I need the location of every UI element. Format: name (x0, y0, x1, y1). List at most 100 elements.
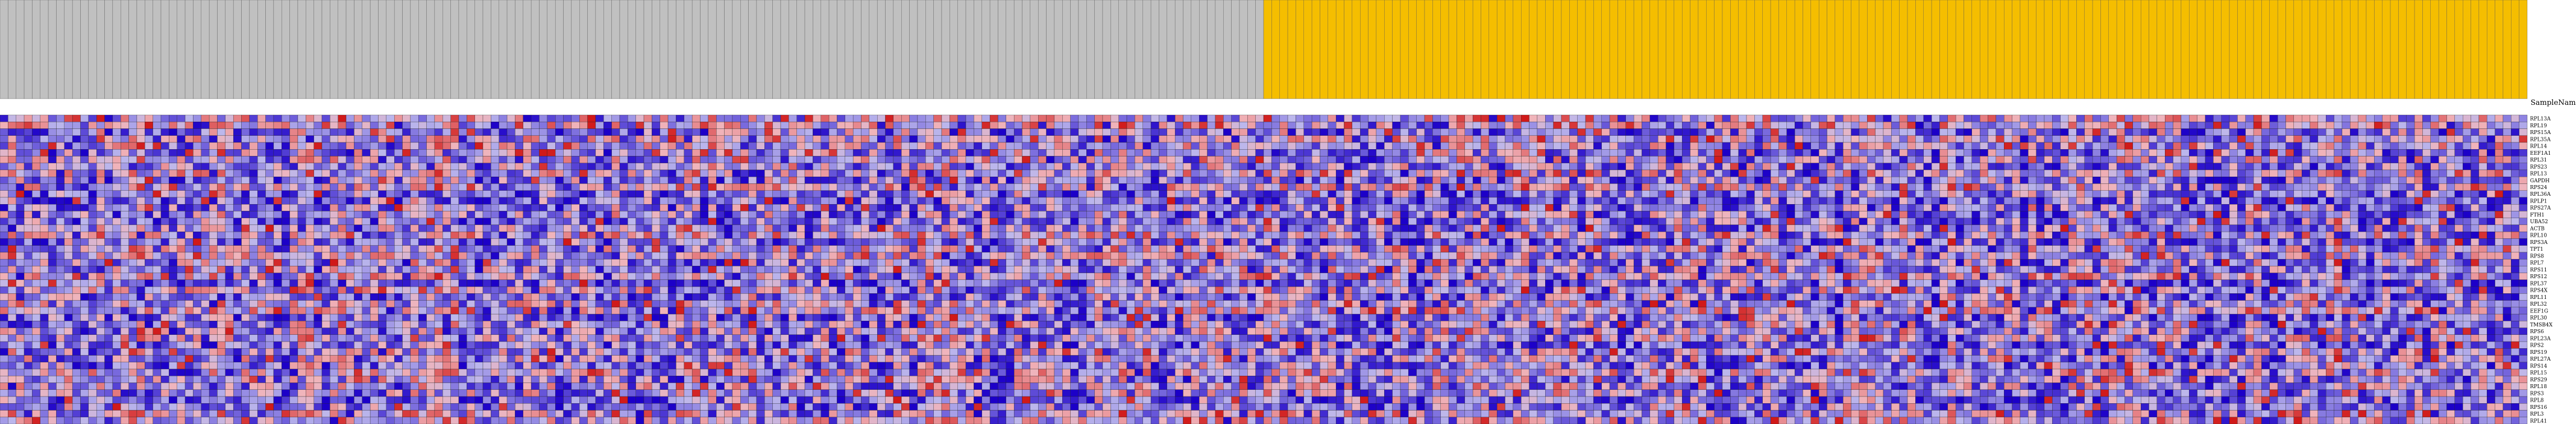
heatmap-cell (869, 156, 878, 163)
heatmap-cell (780, 122, 789, 129)
heatmap-cell (1320, 204, 1328, 211)
heatmap-cell (338, 204, 347, 211)
heatmap-cell (652, 142, 660, 150)
heatmap-cell (410, 183, 419, 191)
heatmap-cell (273, 197, 282, 205)
heatmap-cell (1947, 114, 1956, 122)
heatmap-cell (748, 190, 757, 198)
heatmap-cell (700, 156, 709, 163)
heatmap-cell (1030, 114, 1039, 122)
heatmap-cell (297, 149, 306, 156)
heatmap-cell (426, 149, 435, 156)
heatmap-cell (2358, 142, 2367, 150)
heatmap-cell (193, 190, 201, 198)
heatmap-cell (1625, 169, 1634, 177)
heatmap-cell (434, 197, 443, 205)
heatmap-cell (1440, 128, 1449, 136)
heatmap-cell (32, 204, 40, 211)
heatmap-cell (1344, 190, 1353, 198)
heatmap-cell (2382, 197, 2391, 205)
heatmap-cell (555, 183, 564, 191)
heatmap-cell (1955, 156, 1964, 163)
heatmap-cell (684, 177, 693, 184)
heatmap-cell (434, 204, 443, 211)
heatmap-cell (917, 149, 926, 156)
heatmap-cell (2253, 163, 2262, 170)
heatmap-cell (1086, 177, 1095, 184)
group-header-cell (2358, 0, 2367, 99)
heatmap-cell (1360, 135, 1368, 143)
heatmap-cell (2245, 114, 2254, 122)
heatmap-cell (314, 183, 322, 191)
heatmap-cell (145, 142, 153, 150)
heatmap-cell (732, 197, 741, 205)
heatmap-cell (804, 149, 813, 156)
heatmap-cell (2269, 177, 2278, 184)
heatmap-cell (1159, 163, 1167, 170)
heatmap-cell (2463, 149, 2471, 156)
heatmap-cell (48, 122, 57, 129)
heatmap-cell (660, 183, 669, 191)
heatmap-cell (2237, 190, 2246, 198)
heatmap-cell (1078, 177, 1087, 184)
heatmap-cell (692, 122, 701, 129)
heatmap-cell (2084, 122, 2093, 129)
heatmap-cell (345, 211, 354, 218)
heatmap-cell (160, 135, 169, 143)
heatmap-cell (1561, 204, 1570, 211)
heatmap-cell (539, 135, 547, 143)
heatmap-cell (2446, 169, 2455, 177)
group-header-cell (2197, 0, 2206, 99)
group-header-cell (628, 0, 636, 99)
heatmap-cell (845, 163, 854, 170)
heatmap-cell (136, 122, 145, 129)
heatmap-cell (1126, 183, 1135, 191)
heatmap-cell (619, 204, 628, 211)
heatmap-cell (2358, 169, 2367, 177)
group-header-cell (1110, 0, 1119, 99)
heatmap-cell (660, 128, 669, 136)
heatmap-cell (64, 122, 73, 129)
heatmap-cell (330, 183, 338, 191)
heatmap-cell (225, 190, 234, 198)
heatmap-cell (2414, 183, 2423, 191)
heatmap-cell (1923, 169, 1932, 177)
heatmap-cell (467, 197, 475, 205)
heatmap-cell (515, 211, 523, 218)
group-header-cell (2237, 0, 2246, 99)
heatmap-cell (2342, 169, 2351, 177)
heatmap-cell (1328, 156, 1337, 163)
heatmap-cell (2221, 197, 2230, 205)
heatmap-cell (571, 135, 580, 143)
heatmap-cell (2446, 183, 2455, 191)
heatmap-cell (1537, 163, 1546, 170)
heatmap-cell (1070, 135, 1079, 143)
heatmap-cell (1255, 142, 1264, 150)
heatmap-cell (153, 149, 162, 156)
heatmap-cell (2382, 177, 2391, 184)
heatmap-cell (128, 197, 137, 205)
heatmap-cell (1038, 149, 1047, 156)
heatmap-cell (1738, 211, 1747, 218)
heatmap-cell (1786, 190, 1795, 198)
heatmap-cell (282, 190, 290, 198)
heatmap-cell (1006, 211, 1015, 218)
heatmap-cell (1786, 142, 1795, 150)
heatmap-cell (1746, 149, 1755, 156)
heatmap-cell (289, 183, 298, 191)
heatmap-cell (1448, 211, 1457, 218)
heatmap-cell (201, 183, 210, 191)
heatmap-cell (2487, 204, 2495, 211)
heatmap-cell (2205, 169, 2214, 177)
heatmap-cell (458, 183, 467, 191)
group-header-cell (974, 0, 982, 99)
heatmap-cell (2237, 183, 2246, 191)
heatmap-cell (1384, 190, 1393, 198)
heatmap-cell (539, 211, 547, 218)
heatmap-cell (1746, 156, 1755, 163)
heatmap-cell (635, 211, 644, 218)
heatmap-cell (1988, 122, 1997, 129)
heatmap-cell (1376, 211, 1385, 218)
heatmap-cell (16, 128, 25, 136)
heatmap-cell (1618, 142, 1626, 150)
